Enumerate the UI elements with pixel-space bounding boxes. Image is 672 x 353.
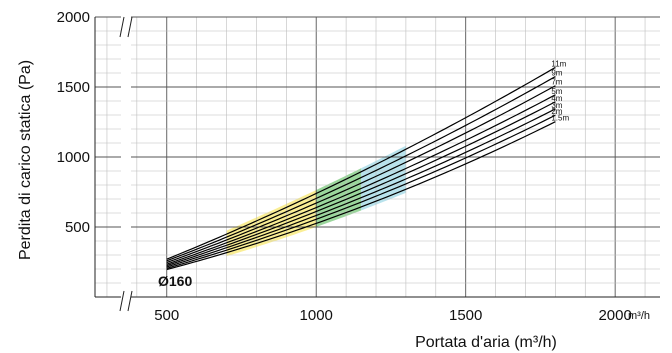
x-axis-unit: m³/h [628, 310, 650, 322]
series-label-11m: 11m [551, 59, 566, 68]
series-label-9m: 9m [551, 69, 562, 78]
axes [94, 15, 660, 312]
series-label-7m: 7m [551, 78, 562, 87]
x-axis-title: Portata d'aria (m³/h) [415, 334, 557, 351]
series-label-5m: 5m [551, 87, 562, 96]
y-tick-label: 1500 [57, 79, 90, 96]
x-tick-label: 1500 [449, 307, 482, 324]
axis-break-mark-top [119, 16, 133, 38]
series-label-1.5m: 1.5m [551, 114, 569, 123]
y-tick-label: 2000 [57, 9, 90, 26]
series-line-11m [166, 66, 556, 260]
series-label-3m: 3m [551, 101, 562, 110]
series-line-5m [166, 94, 556, 265]
series-line-3m [166, 108, 556, 268]
y-axis-title: Perdita di carico statica (Pa) [17, 60, 34, 260]
x-tick-label: 1000 [300, 307, 333, 324]
grid [95, 16, 660, 297]
duct-diameter-label: Ø160 [158, 273, 192, 289]
series-line-9m [166, 76, 556, 262]
series-line-4m [166, 101, 556, 267]
axis-break-gap [121, 15, 131, 309]
x-tick-label: 500 [154, 307, 179, 324]
x-tick-label: 2000 [598, 307, 631, 324]
y-tick-label: 1000 [57, 149, 90, 166]
series-line-1.5m [166, 121, 556, 271]
series-label-4m: 4m [551, 94, 562, 103]
y-tick-label: 500 [65, 219, 90, 236]
tick-labels: 500 1000 1500 2000 500 1000 1500 2000 [57, 9, 632, 324]
axis-break-mark-bottom [119, 290, 133, 312]
series-label-2m: 2m [551, 107, 562, 116]
series-line-7m [166, 85, 556, 264]
series-line-2m [166, 114, 556, 269]
series-lines [166, 66, 556, 271]
